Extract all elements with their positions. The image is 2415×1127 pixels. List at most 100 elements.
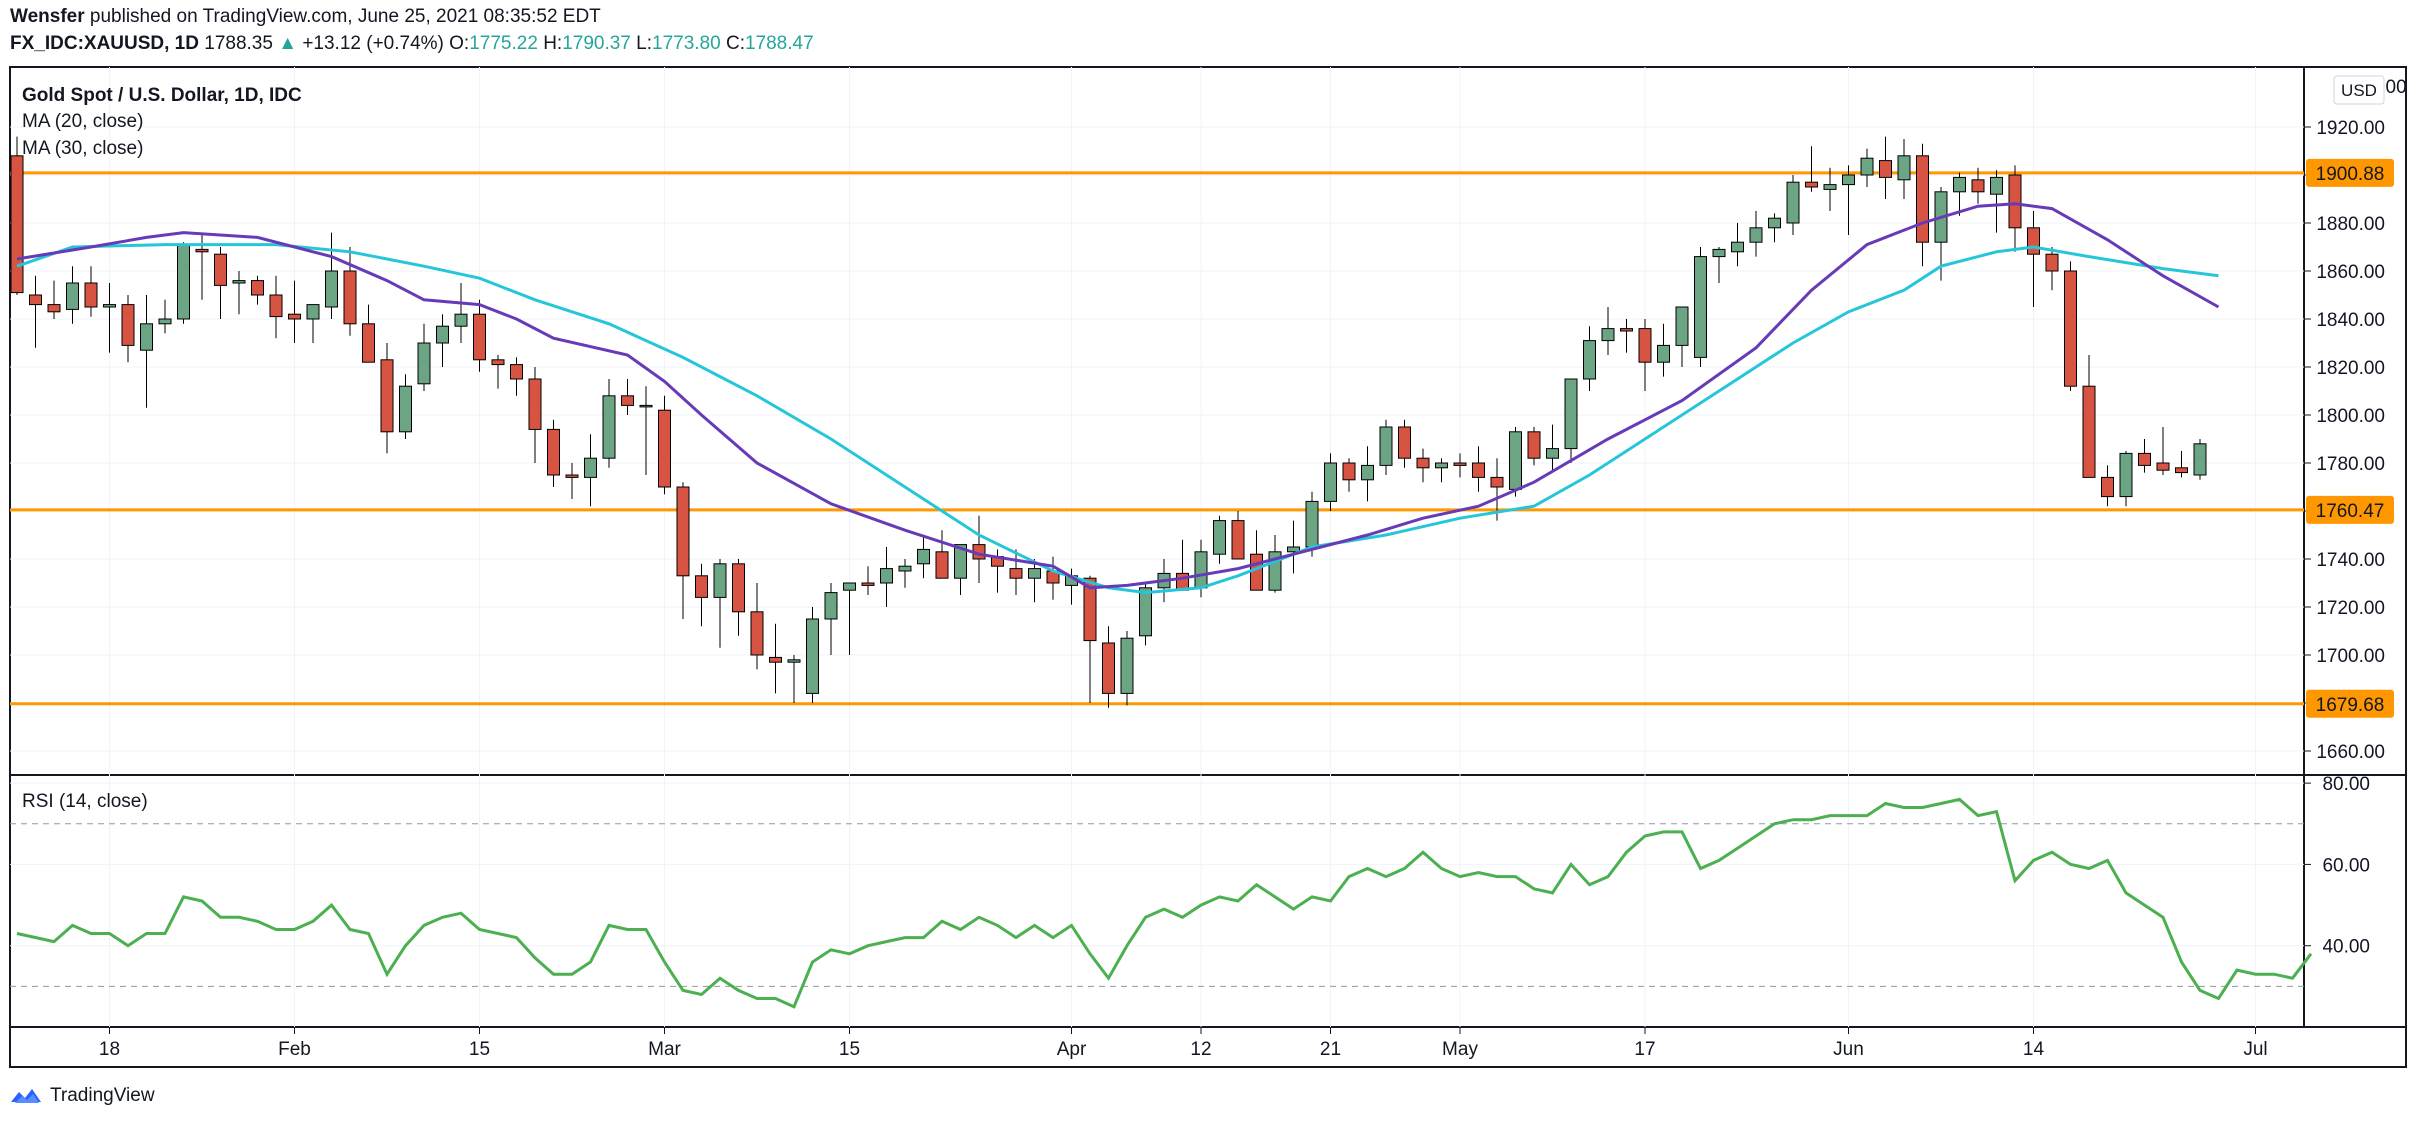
candle-body[interactable] xyxy=(2175,467,2188,474)
candle-body[interactable] xyxy=(84,282,98,308)
candle-body[interactable] xyxy=(2119,452,2133,498)
candle-body[interactable] xyxy=(1472,462,1485,478)
candle-body[interactable] xyxy=(1916,155,1929,243)
candle-body[interactable] xyxy=(935,551,949,579)
candle-body[interactable] xyxy=(510,364,523,380)
candle-body[interactable] xyxy=(843,582,856,591)
candle-body[interactable] xyxy=(1324,462,1337,502)
candle-body[interactable] xyxy=(1028,568,1041,579)
candle-body[interactable] xyxy=(1879,160,1892,178)
candle-body[interactable] xyxy=(584,457,597,478)
candle-body[interactable] xyxy=(29,294,42,306)
candle-body[interactable] xyxy=(177,244,190,320)
candle-body[interactable] xyxy=(2138,452,2151,466)
candle-body[interactable] xyxy=(269,294,283,318)
candle-body[interactable] xyxy=(621,395,634,406)
candle-body[interactable] xyxy=(1971,179,1985,193)
candle-body[interactable] xyxy=(1990,176,2003,195)
candle-body[interactable] xyxy=(10,155,24,294)
candle-body[interactable] xyxy=(1897,155,1911,181)
candle-body[interactable] xyxy=(954,544,967,579)
candle-body[interactable] xyxy=(399,385,412,433)
candle-body[interactable] xyxy=(769,656,782,663)
candle-body[interactable] xyxy=(1435,462,1448,469)
candle-body[interactable] xyxy=(2101,476,2114,498)
candle-body[interactable] xyxy=(103,304,116,308)
candle-body[interactable] xyxy=(1213,520,1226,555)
candle-body[interactable] xyxy=(2193,443,2207,476)
rsi-line[interactable] xyxy=(16,797,2313,1009)
candle-body[interactable] xyxy=(1712,248,1726,258)
ma30-line[interactable] xyxy=(16,243,2219,595)
candle-body[interactable] xyxy=(695,575,708,598)
candle-body[interactable] xyxy=(1416,457,1430,469)
candle-body[interactable] xyxy=(343,270,357,325)
candle-body[interactable] xyxy=(1250,553,1263,591)
candle-body[interactable] xyxy=(732,563,745,613)
candle-body[interactable] xyxy=(1860,157,1874,176)
candle-body[interactable] xyxy=(1453,462,1467,466)
candle-body[interactable] xyxy=(1527,431,1541,459)
candle-body[interactable] xyxy=(1546,448,1559,459)
price-axis[interactable]: 1660.001680.001700.001720.001740.001760.… xyxy=(2304,118,2385,958)
candle-body[interactable] xyxy=(639,404,653,408)
candle-body[interactable] xyxy=(880,568,893,584)
time-axis[interactable]: 18 Feb 15 Mar 15 Apr 12 21 May 17 Jun 14 Jul xyxy=(99,1027,2268,1060)
candle-body[interactable] xyxy=(1194,551,1208,589)
candle-body[interactable] xyxy=(2082,385,2096,478)
candle-body[interactable] xyxy=(1305,500,1319,548)
author-name[interactable]: Wensfer xyxy=(10,6,85,27)
candle-body[interactable] xyxy=(1620,328,1633,332)
candle-body[interactable] xyxy=(362,323,375,363)
candle-body[interactable] xyxy=(436,325,449,344)
candle-body[interactable] xyxy=(861,582,875,586)
candle-body[interactable] xyxy=(1139,587,1152,637)
candle-body[interactable] xyxy=(288,313,301,320)
candle-body[interactable] xyxy=(1490,476,1504,488)
candle-body[interactable] xyxy=(1749,227,1763,243)
candle-body[interactable] xyxy=(491,359,505,366)
currency-box[interactable] xyxy=(2333,75,2385,105)
candle-body[interactable] xyxy=(417,342,431,385)
candle-body[interactable] xyxy=(676,486,690,577)
candle-body[interactable] xyxy=(325,270,338,308)
candle-body[interactable] xyxy=(1638,328,1652,363)
candle-body[interactable] xyxy=(1342,462,1356,481)
candle-body[interactable] xyxy=(306,304,320,320)
candle-body[interactable] xyxy=(1842,174,1855,186)
candle-body[interactable] xyxy=(2156,462,2170,471)
candle-body[interactable] xyxy=(806,618,819,694)
candle-body[interactable] xyxy=(251,280,264,296)
candle-body[interactable] xyxy=(602,395,616,459)
candle-body[interactable] xyxy=(1009,568,1023,579)
candle-body[interactable] xyxy=(547,428,560,476)
candle-body[interactable] xyxy=(140,323,153,351)
candle-body[interactable] xyxy=(380,359,394,433)
candle-body[interactable] xyxy=(2008,174,2022,229)
candle-body[interactable] xyxy=(473,313,486,361)
candle-body[interactable] xyxy=(1509,431,1522,490)
candle-body[interactable] xyxy=(232,280,246,284)
symbol-name[interactable]: FX_IDC:XAUUSD, 1D xyxy=(10,33,199,54)
ma20-legend[interactable]: MA (20, close) xyxy=(22,111,143,132)
candle-body[interactable] xyxy=(1694,256,1707,358)
candle-body[interactable] xyxy=(658,409,671,488)
candle-body[interactable] xyxy=(47,304,61,313)
candle-body[interactable] xyxy=(195,248,209,253)
candle-body[interactable] xyxy=(66,282,79,310)
rsi-legend[interactable]: RSI (14, close) xyxy=(22,791,148,812)
candle-body[interactable] xyxy=(1398,426,1411,459)
candle-body[interactable] xyxy=(898,565,912,572)
candle-body[interactable] xyxy=(1786,181,1800,224)
candle-body[interactable] xyxy=(1564,378,1578,450)
candle-body[interactable] xyxy=(713,563,727,598)
candle-body[interactable] xyxy=(2045,253,2059,272)
candle-body[interactable] xyxy=(528,378,542,430)
candle-body[interactable] xyxy=(1657,344,1670,363)
ma20-line[interactable] xyxy=(16,202,2220,590)
candle-body[interactable] xyxy=(454,313,468,327)
candle-body[interactable] xyxy=(1102,642,1115,694)
candle-body[interactable] xyxy=(158,318,172,325)
candle-body[interactable] xyxy=(1083,577,1097,642)
